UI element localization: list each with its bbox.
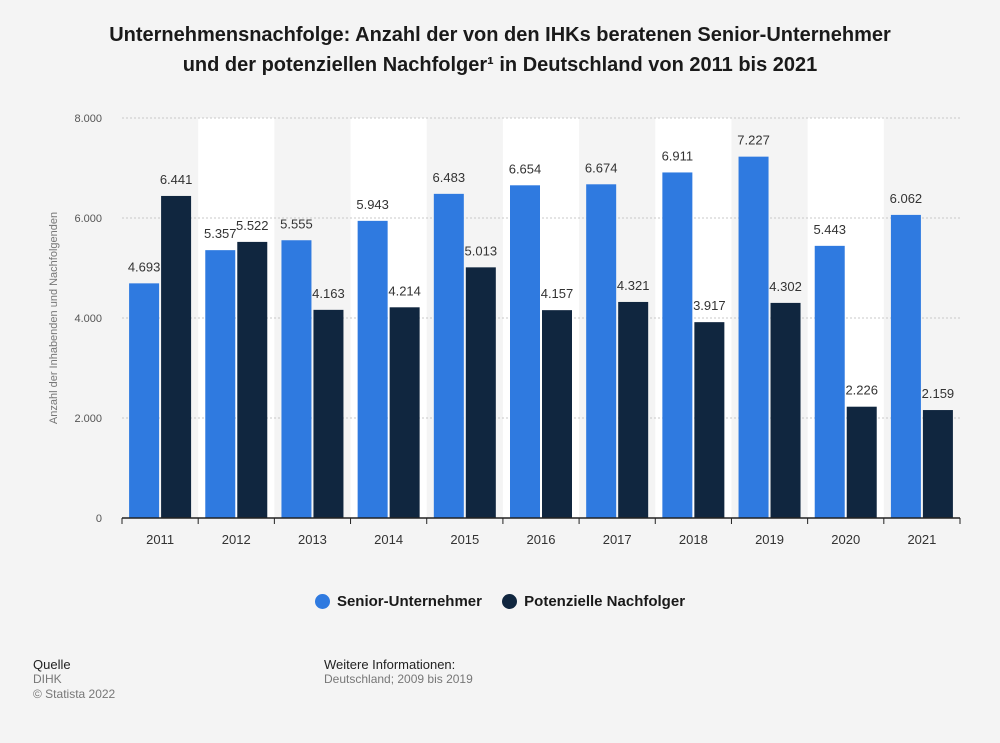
legend-label-senior-unternehmer: Senior-Unternehmer [336, 593, 482, 610]
bar-senior-unternehmer-2016 [510, 185, 540, 519]
y-tick-label-8000: 8.000 [74, 113, 102, 125]
bar-label-senior-unternehmer-2016: 6.654 [509, 161, 542, 176]
info-block: Weitere Informationen: Deutschland; 2009… [324, 657, 473, 687]
info-heading[interactable]: Weitere Informationen: [324, 657, 456, 672]
source-heading: Quelle [33, 657, 71, 672]
x-tick-label-2014: 2014 [374, 532, 403, 547]
bar-senior-unternehmer-2014 [357, 220, 388, 518]
bar-label-senior-unternehmer-2011: 4.693 [128, 259, 161, 274]
bar-senior-unternehmer-2021 [890, 214, 921, 518]
y-axis-ticks: 0 2.000 4.000 6.000 8.000 [74, 113, 102, 525]
bar-label-potenzielle-nachfolger-2014: 4.214 [388, 283, 421, 298]
x-tick-label-2013: 2013 [298, 532, 327, 547]
x-tick-label-2016: 2016 [527, 532, 556, 547]
info-text: Deutschland; 2009 bis 2019 [324, 672, 473, 686]
bar-label-senior-unternehmer-2014: 5.943 [356, 197, 389, 212]
bar-label-senior-unternehmer-2020: 5.443 [813, 222, 846, 237]
bar-label-senior-unternehmer-2021: 6.062 [890, 191, 923, 206]
x-tick-label-2020: 2020 [831, 532, 860, 547]
x-tick-label-2021: 2021 [907, 532, 936, 547]
bar-label-potenzielle-nachfolger-2016: 4.157 [541, 286, 574, 301]
x-tick-label-2018: 2018 [679, 532, 708, 547]
y-tick-label-0: 0 [96, 513, 102, 525]
bar-potenzielle-nachfolger-2018 [694, 322, 725, 518]
bar-chart: 0 2.000 4.000 6.000 8.000 Anzahl der Inhaben… [48, 113, 961, 547]
source-name: DIHK [33, 672, 62, 686]
bar-label-senior-unternehmer-2015: 6.483 [433, 170, 466, 185]
bar-label-senior-unternehmer-2012: 5.357 [204, 226, 237, 241]
chart-legend: Senior-Unternehmer Potenzielle Nachfolge… [0, 593, 1000, 613]
chart-title: Unternehmensnachfolge: Anzahl der von de… [40, 20, 960, 80]
x-tick-label-2015: 2015 [450, 532, 479, 547]
x-tick-label-2017: 2017 [603, 532, 632, 547]
bar-potenzielle-nachfolger-2017 [618, 301, 649, 518]
legend-dot-senior-unternehmer [314, 594, 330, 609]
bar-label-potenzielle-nachfolger-2019: 4.302 [769, 279, 802, 294]
bar-label-potenzielle-nachfolger-2020: 2.226 [845, 383, 878, 398]
bar-senior-unternehmer-2017 [586, 184, 617, 519]
y-tick-label-4000: 4.000 [74, 313, 102, 325]
x-tick-label-2019: 2019 [755, 532, 784, 547]
bar-potenzielle-nachfolger-2015 [465, 267, 496, 518]
bar-potenzielle-nachfolger-2019 [770, 302, 801, 518]
bar-potenzielle-nachfolger-2020 [846, 406, 877, 518]
bar-label-potenzielle-nachfolger-2012: 5.522 [236, 218, 269, 233]
bar-senior-unternehmer-2018 [662, 172, 693, 518]
chart-title-line-2: und der potenziellen Nachfolger¹ in Deut… [182, 54, 818, 76]
legend-item-potenzielle-nachfolger[interactable]: Potenzielle Nachfolger [502, 593, 685, 610]
bars [129, 156, 953, 519]
bar-value-labels: 4.693 5.357 5.555 5.943 6.483 6.654 6.674 6.911… [128, 133, 954, 401]
bar-potenzielle-nachfolger-2021 [922, 410, 953, 518]
source-block: Quelle DIHK © Statista 2022 [33, 657, 115, 702]
legend-dot-potenzielle-nachfolger [502, 594, 518, 609]
x-tick-label-2011: 2011 [146, 532, 174, 547]
bar-label-potenzielle-nachfolger-2011: 6.441 [160, 172, 193, 187]
bar-senior-unternehmer-2012 [205, 250, 236, 518]
bar-senior-unternehmer-2013 [281, 240, 312, 518]
bar-potenzielle-nachfolger-2014 [389, 307, 420, 518]
legend-label-potenzielle-nachfolger: Potenzielle Nachfolger [524, 593, 686, 610]
bar-senior-unternehmer-2015 [433, 193, 464, 518]
bar-senior-unternehmer-2020 [814, 245, 845, 518]
bar-label-senior-unternehmer-2013: 5.555 [280, 216, 313, 231]
bar-potenzielle-nachfolger-2013 [313, 309, 344, 518]
x-axis-ticks: 2011 2012 2013 2014 2015 2016 2017 2018 2019 2020… [121, 518, 961, 547]
bar-label-senior-unternehmer-2018: 6.911 [662, 148, 694, 163]
source-copyright: © Statista 2022 [33, 687, 116, 701]
x-tick-label-2012: 2012 [222, 532, 251, 547]
legend-item-senior-unternehmer[interactable]: Senior-Unternehmer [314, 593, 482, 610]
bar-potenzielle-nachfolger-2012 [237, 241, 268, 518]
bar-potenzielle-nachfolger-2011 [161, 195, 192, 518]
bar-label-potenzielle-nachfolger-2021: 2.159 [922, 386, 955, 401]
y-tick-label-6000: 6.000 [74, 213, 102, 225]
chart-title-line-1: Unternehmensnachfolge: Anzahl der von de… [109, 24, 891, 46]
bar-senior-unternehmer-2011 [129, 283, 160, 518]
bar-label-potenzielle-nachfolger-2015: 5.013 [465, 243, 498, 258]
bar-label-potenzielle-nachfolger-2018: 3.917 [693, 298, 726, 313]
bar-senior-unternehmer-2019 [738, 156, 769, 518]
bar-label-potenzielle-nachfolger-2013: 4.163 [312, 286, 345, 301]
y-axis-label: Anzahl der Inhabenden und Nachfolgenden [48, 212, 60, 424]
y-tick-label-2000: 2.000 [74, 413, 102, 425]
bar-potenzielle-nachfolger-2016 [542, 310, 572, 518]
bar-label-senior-unternehmer-2017: 6.674 [585, 160, 618, 175]
bar-label-senior-unternehmer-2019: 7.227 [737, 133, 770, 148]
bar-label-potenzielle-nachfolger-2017: 4.321 [617, 278, 650, 293]
